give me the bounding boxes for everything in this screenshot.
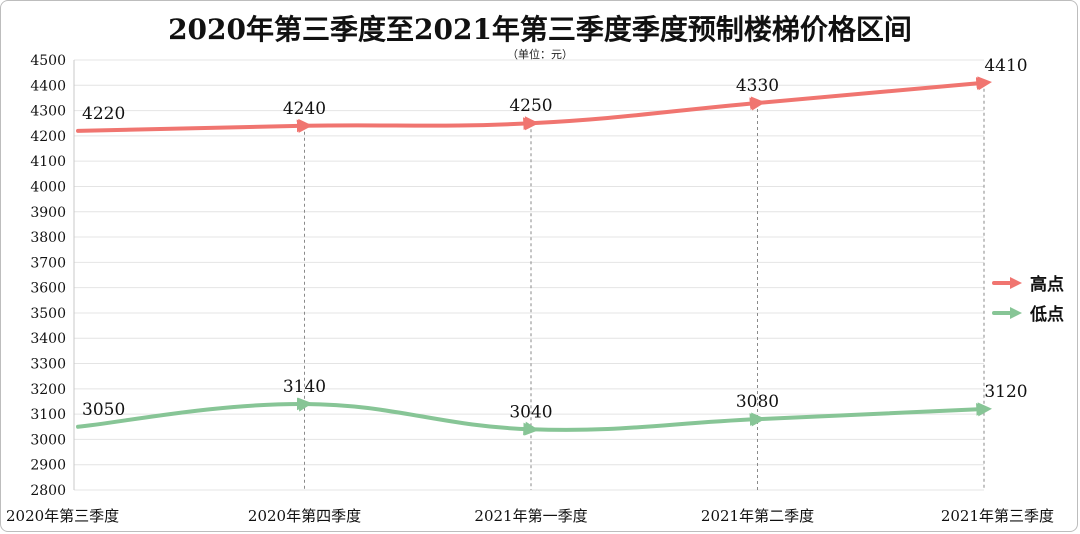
data-label: 4240 bbox=[283, 99, 326, 119]
x-tick-label: 2020年第四季度 bbox=[248, 507, 361, 525]
x-axis-ticks: 2020年第三季度 2020年第四季度 2021年第一季度 2021年第二季度 2021… bbox=[6, 507, 1054, 525]
legend-arrow-icon bbox=[992, 276, 1022, 289]
y-tick-label: 4100 bbox=[30, 154, 66, 170]
y-tick-label: 3700 bbox=[30, 255, 66, 271]
data-label: 3080 bbox=[736, 392, 779, 412]
x-tick-label: 2021年第二季度 bbox=[701, 507, 814, 525]
y-tick-label: 4500 bbox=[30, 53, 66, 69]
data-label: 4410 bbox=[984, 56, 1027, 76]
legend-label: 高点 bbox=[1030, 275, 1064, 295]
x-tick-label: 2020年第三季度 bbox=[6, 507, 119, 525]
legend-item: 低点 bbox=[992, 300, 1064, 325]
series-lines bbox=[76, 76, 992, 436]
y-tick-label: 3500 bbox=[30, 306, 66, 322]
data-label: 4250 bbox=[509, 96, 552, 116]
data-point-marker bbox=[524, 421, 539, 436]
drop-lines bbox=[304, 82, 985, 490]
data-point-marker bbox=[977, 76, 992, 91]
data-point-marker bbox=[750, 96, 766, 111]
data-point-marker bbox=[297, 397, 313, 412]
y-tick-label: 4400 bbox=[30, 78, 66, 94]
legend-label: 低点 bbox=[1030, 305, 1064, 325]
y-tick-label: 3200 bbox=[30, 382, 66, 398]
data-label: 3050 bbox=[82, 400, 125, 420]
y-tick-label: 4000 bbox=[30, 179, 66, 195]
data-point-marker bbox=[524, 116, 539, 131]
y-tick-label: 3000 bbox=[30, 432, 66, 448]
data-label: 4220 bbox=[82, 104, 125, 124]
y-tick-label: 3400 bbox=[30, 331, 66, 347]
data-label: 4330 bbox=[736, 76, 779, 96]
legend-item: 高点 bbox=[992, 270, 1064, 295]
data-label: 3140 bbox=[283, 377, 326, 397]
chart-title: 2020年第三季度至2021年第三季度季度预制楼梯价格区间 bbox=[168, 13, 912, 46]
data-label: 3120 bbox=[984, 382, 1027, 402]
data-label: 3040 bbox=[509, 402, 552, 422]
data-point-marker bbox=[298, 118, 313, 133]
y-tick-label: 3100 bbox=[30, 407, 66, 423]
y-tick-label: 3300 bbox=[30, 357, 66, 373]
y-tick-label: 4200 bbox=[30, 129, 66, 145]
x-tick-label: 2021年第三季度 bbox=[941, 507, 1054, 525]
x-tick-label: 2021年第一季度 bbox=[474, 507, 587, 525]
y-tick-label: 3600 bbox=[30, 281, 66, 297]
y-tick-label: 3900 bbox=[30, 205, 66, 221]
data-point-marker bbox=[977, 402, 992, 417]
data-labels: 4220 4240 4250 4330 4410 3050 3140 3040 3080 3120 bbox=[82, 56, 1028, 423]
y-tick-label: 3800 bbox=[30, 230, 66, 246]
legend-arrow-icon bbox=[992, 306, 1022, 319]
y-tick-label: 4300 bbox=[30, 104, 66, 120]
y-tick-label: 2800 bbox=[30, 483, 66, 499]
data-point-marker bbox=[751, 412, 766, 427]
y-axis-ticks: 2800 2900 3000 3100 3200 3300 3400 3500 3600 3700… bbox=[30, 53, 66, 499]
y-tick-label: 2900 bbox=[30, 458, 66, 474]
unit-label: （单位：元） bbox=[507, 48, 573, 61]
